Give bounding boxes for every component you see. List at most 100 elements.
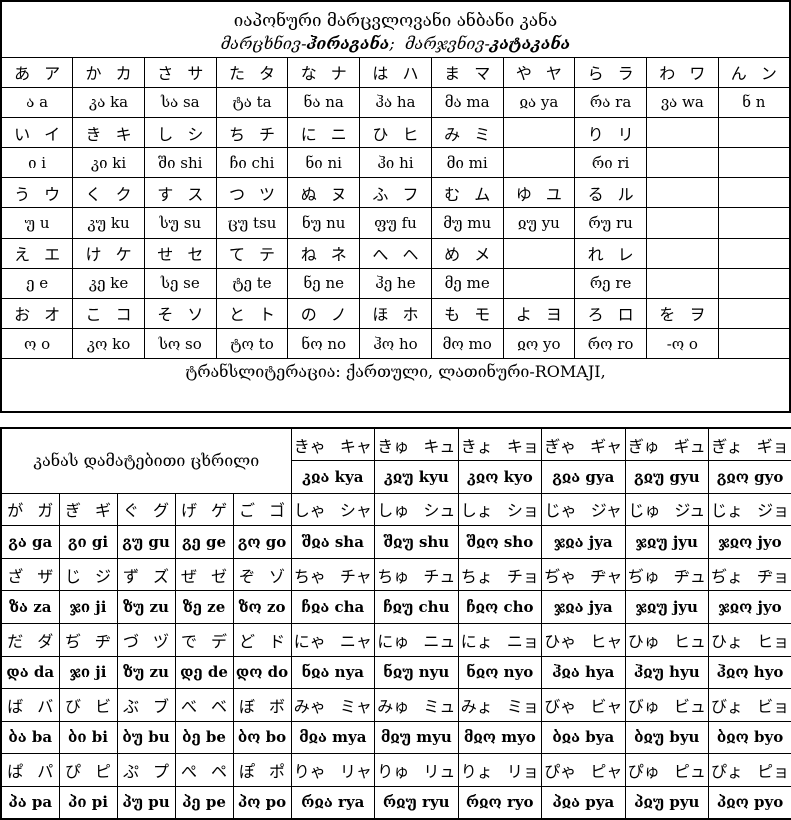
kana-cell: ど ド <box>232 622 292 657</box>
kana-cell: ぱ パ <box>0 753 60 787</box>
kana-cell: に ニ <box>287 117 361 149</box>
table-title-cell: იაპონური მარცვლოვანი ანბანი კანა მარცხნი… <box>0 0 791 58</box>
translit-cell: ში shi <box>143 147 217 179</box>
kana-cell: ほ ホ <box>359 297 432 330</box>
kana-cell: だ ダ <box>0 622 60 657</box>
kana-cell <box>717 177 791 209</box>
translit-cell: რჲუ ryu <box>374 785 459 820</box>
translit-cell: ტო to <box>215 328 289 360</box>
kana-cell: ひゅ ヒュ <box>624 622 710 657</box>
translit-cell: გო go <box>232 525 292 559</box>
kana-cell: き キ <box>72 117 145 149</box>
transliteration-row: ბა ba ბი bi ბუ bu ბე be ბო bo მჲა mya მჲუ myu მ… <box>0 720 791 755</box>
translit-cell: ზო zo <box>232 590 292 624</box>
translit-cell: შჲა sha <box>290 525 376 559</box>
translit-cell: ბუ bu <box>116 720 176 755</box>
kana-cell: と ト <box>215 297 289 330</box>
kana-cell: て テ <box>215 237 289 269</box>
translit-cell: ჯჲო jyo <box>708 590 791 624</box>
kana-cell: を ヲ <box>645 297 719 330</box>
kana-cell: く ク <box>72 177 145 209</box>
kana-cell: じょ ジョ <box>708 492 791 527</box>
kana-row: い イき キし シち チに ニひ ヒみ ミ り リ <box>0 117 791 149</box>
kana-row: う ウく クす スつ ツぬ ヌふ フむ ムゆ ユる ル <box>0 177 791 209</box>
kana-cell: みゅ ミュ <box>374 688 459 722</box>
kana-cell: ぺ ペ <box>174 753 234 787</box>
kana-cell: じゃ ジャ <box>541 492 626 527</box>
translit-cell <box>717 328 791 360</box>
translit-cell: კო ko <box>72 328 145 360</box>
transliteration-row: ი i კი ki ში shi ჩი chi ნი ni ჰი hi მი mi რი ri <box>0 147 791 179</box>
translit-cell: ბე be <box>174 720 234 755</box>
kana-cell: ぷ プ <box>116 753 176 787</box>
translit-cell: ნჲა nya <box>290 655 376 690</box>
translit-cell: მე me <box>430 267 504 299</box>
page-subtitle: მარცხნივ-ჰირაგანა; მარჯვნივ-კატაკანა <box>2 31 789 53</box>
kana-cell: げ ゲ <box>174 492 234 527</box>
translit-cell: ჲო yo <box>502 328 576 360</box>
kana-cell: か カ <box>72 56 145 88</box>
additional-table-title: კანას დამატებითი ცხრილი <box>0 427 292 494</box>
kana-cell: う ウ <box>0 177 74 209</box>
translit-cell: ჰჲუ hyu <box>624 655 710 690</box>
kana-cell: ちゃ チャ <box>290 557 376 592</box>
translit-cell: ფუ fu <box>359 207 432 239</box>
kana-cell: ろ ロ <box>574 297 647 330</box>
translit-cell: -ო o <box>645 328 719 360</box>
kana-cell: そ ソ <box>143 297 217 330</box>
yoon-kana-row: კანას დამატებითი ცხრილი きゃ キャ きゅ キュ きょ キョ ぎゃ… <box>0 427 791 494</box>
translit-cell: ნი ni <box>287 147 361 179</box>
translit-cell: რი ri <box>574 147 647 179</box>
translit-cell: ჯჲო jyo <box>708 525 791 559</box>
translit-cell: ნა na <box>287 86 361 119</box>
translit-cell: პჲო pyo <box>708 785 791 820</box>
kana-cell: りゃ リャ <box>290 753 376 787</box>
kana-cell: わ ワ <box>645 56 719 88</box>
kana-cell: しょ ショ <box>457 492 543 527</box>
translit-cell: ე e <box>0 267 74 299</box>
kana-additional-table: კანას დამატებითი ცხრილი きゃ キャ きゅ キュ きょ キョ ぎゃ… <box>0 427 791 820</box>
kana-cell: ぬ ヌ <box>287 177 361 209</box>
translit-cell: პჲუ pyu <box>624 785 710 820</box>
kana-cell: ぎょ ギョ <box>708 427 791 462</box>
translit-cell: ჰო ho <box>359 328 432 360</box>
translit-cell: ნე ne <box>287 267 361 299</box>
kana-cell: た タ <box>215 56 289 88</box>
translit-cell: ჰე he <box>359 267 432 299</box>
kana-cell: び ビ <box>58 688 118 722</box>
kana-cell: れ レ <box>574 237 647 269</box>
kana-cell: きゃ キャ <box>290 427 376 462</box>
transliteration-row: უ u კუ ku სუ su ცუ tsu ნუ nu ფუ fu მუ mu ჲუ yu რ… <box>0 207 791 239</box>
kana-cell <box>502 117 576 149</box>
kana-cell: あ ア <box>0 56 74 88</box>
translit-cell: ჩჲა cha <box>290 590 376 624</box>
subtitle-hiragana-label: ჰირაგანა <box>306 34 390 54</box>
translit-cell: სო so <box>143 328 217 360</box>
kana-cell: じゅ ジュ <box>624 492 710 527</box>
translit-cell: კჲუ kyu <box>374 460 459 494</box>
kana-cell: ゆ ユ <box>502 177 576 209</box>
kana-cell: みゃ ミャ <box>290 688 376 722</box>
table-header-row: იაპონური მარცვლოვანი ანბანი კანა მარცხნი… <box>0 0 791 58</box>
kana-cell: え エ <box>0 237 74 269</box>
translit-cell: ჰა ha <box>359 86 432 119</box>
translit-cell: სა sa <box>143 86 217 119</box>
translit-cell: ზა za <box>0 590 60 624</box>
kana-cell: お オ <box>0 297 74 330</box>
page-title: იაპონური მარცვლოვანი ანბანი კანა <box>233 11 558 32</box>
translit-cell: ბჲა bya <box>541 720 626 755</box>
kana-cell: ね ネ <box>287 237 361 269</box>
subtitle-separator: ; მარჯვნივ- <box>389 34 490 54</box>
kana-cell: ぢょ ヂョ <box>708 557 791 592</box>
translit-cell: მჲუ myu <box>374 720 459 755</box>
kana-cell: し シ <box>143 117 217 149</box>
translit-cell: ბი bi <box>58 720 118 755</box>
kana-cell: こ コ <box>72 297 145 330</box>
kana-cell: べ ベ <box>174 688 234 722</box>
kana-cell: ち チ <box>215 117 289 149</box>
kana-cell: や ヤ <box>502 56 576 88</box>
kana-cell: な ナ <box>287 56 361 88</box>
translit-cell: გჲა gya <box>541 460 626 494</box>
translit-cell <box>502 147 576 179</box>
kana-cell: す ス <box>143 177 217 209</box>
